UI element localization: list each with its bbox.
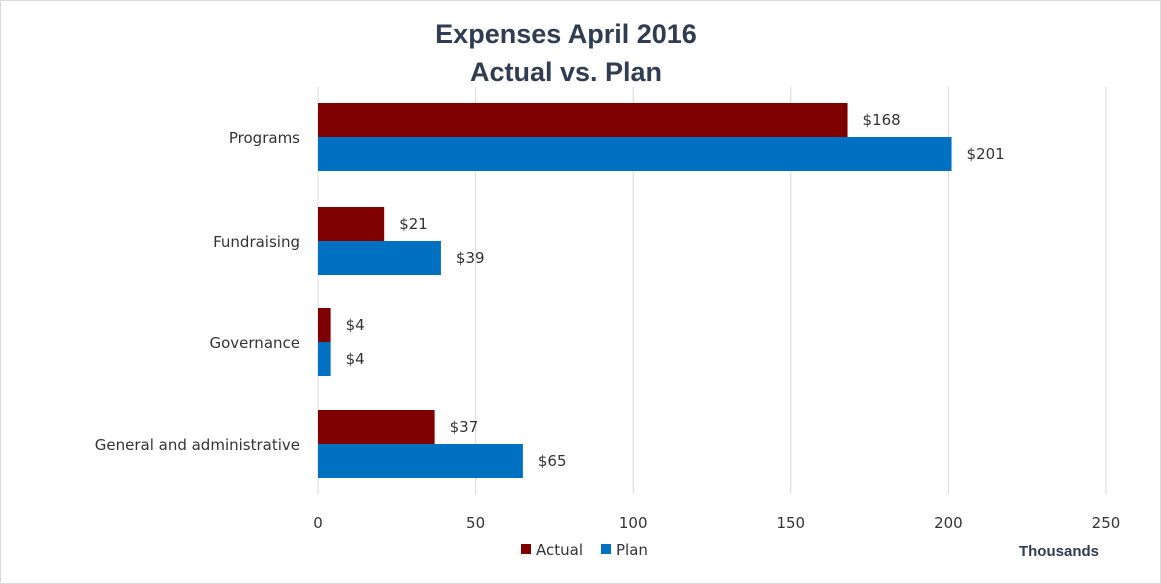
data-label-plan-3: $65 — [538, 452, 567, 470]
category-labels: Programs Fundraising Governance General and… — [95, 129, 300, 454]
bar-actual-2 — [318, 308, 331, 342]
data-label-plan-1: $39 — [456, 249, 485, 267]
bar-actual-0 — [318, 103, 848, 137]
legend-item-plan[interactable]: Plan — [601, 541, 648, 559]
category-label: Governance — [210, 334, 301, 352]
legend-item-actual[interactable]: Actual — [521, 541, 583, 559]
x-tick-label: 50 — [466, 514, 485, 532]
chart-title-line-2: Actual vs. Plan — [469, 57, 663, 87]
category-label: Programs — [229, 129, 300, 147]
bar-plan-3 — [318, 444, 523, 478]
legend-label-actual: Actual — [536, 541, 583, 559]
bar-plan-1 — [318, 241, 441, 275]
legend-swatch-plan — [601, 544, 611, 554]
chart-title: Expenses April 2016 Actual vs. Plan — [1, 15, 1131, 91]
axis-unit-label: Thousands — [1019, 543, 1099, 560]
data-label-actual-3: $37 — [450, 418, 479, 436]
bar-actual-1 — [318, 207, 385, 241]
data-label-plan-0: $201 — [967, 145, 1005, 163]
x-tick-labels: 0 50 100 150 200 250 — [313, 514, 1120, 532]
bar-actual-3 — [318, 410, 435, 444]
x-tick-label: 250 — [1092, 514, 1121, 532]
category-label: General and administrative — [95, 436, 300, 454]
bars: $168 $201 $21 $39 $4 $4 $37 $65 — [318, 103, 1005, 478]
data-label-plan-2: $4 — [346, 350, 365, 368]
bar-plan-2 — [318, 342, 331, 376]
x-tick-label: 0 — [313, 514, 323, 532]
x-tick-label: 150 — [776, 514, 805, 532]
category-label: Fundraising — [213, 233, 300, 251]
bar-plan-0 — [318, 137, 952, 171]
x-tick-label: 200 — [934, 514, 963, 532]
data-label-actual-2: $4 — [346, 316, 365, 334]
x-tick-label: 100 — [619, 514, 648, 532]
data-label-actual-1: $21 — [399, 215, 428, 233]
legend-label-plan: Plan — [616, 541, 648, 559]
chart-title-line-1: Expenses April 2016 — [435, 19, 697, 49]
data-label-actual-0: $168 — [863, 111, 901, 129]
legend: Actual Plan — [521, 541, 648, 559]
legend-swatch-actual — [521, 544, 531, 554]
